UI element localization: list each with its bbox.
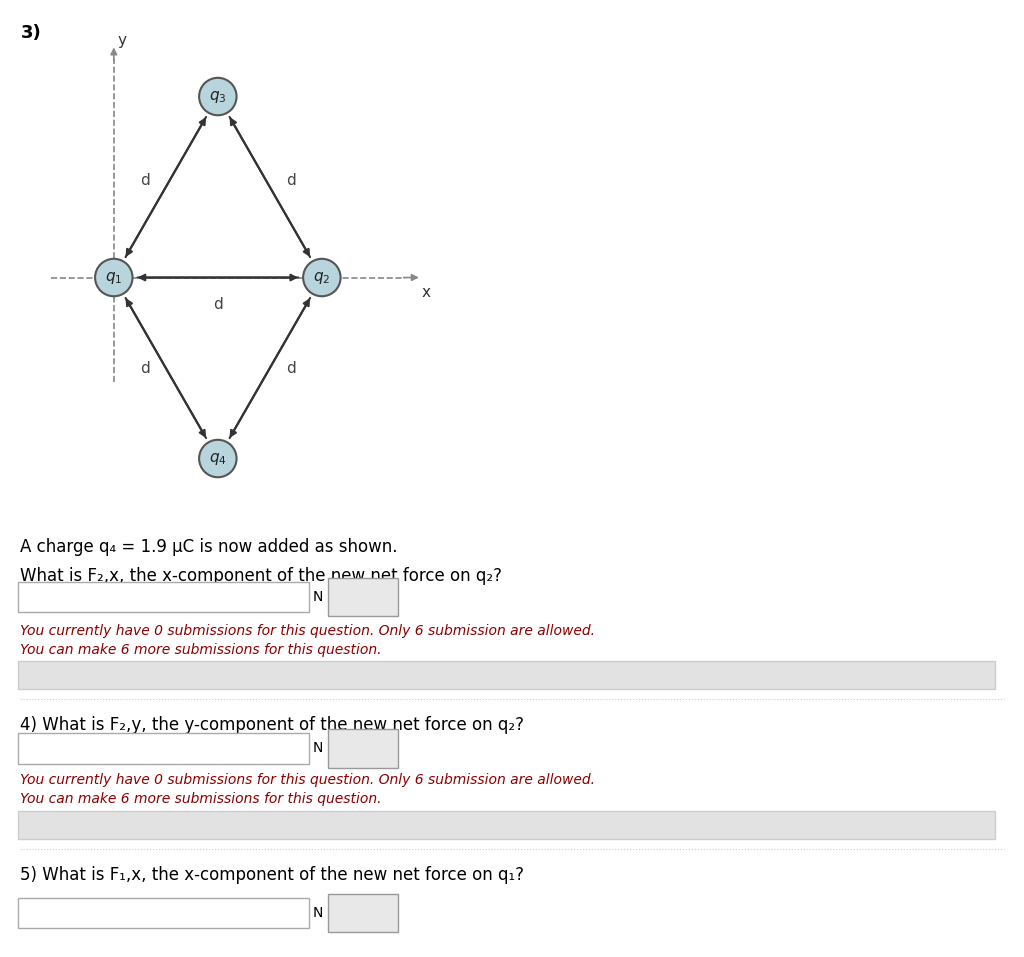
Text: 3): 3) [20,24,41,42]
Circle shape [199,440,237,478]
Text: d: d [286,361,296,375]
Text: You can make 6 more submissions for this question.: You can make 6 more submissions for this… [20,792,382,807]
FancyBboxPatch shape [18,733,309,764]
FancyBboxPatch shape [328,894,398,932]
FancyBboxPatch shape [18,812,995,838]
Text: +: + [971,817,983,833]
Text: A charge q₄ = 1.9 μC is now added as shown.: A charge q₄ = 1.9 μC is now added as sho… [20,538,398,556]
Text: d: d [213,297,222,312]
Text: +: + [971,667,983,682]
Text: $q_1$: $q_1$ [105,270,123,285]
Text: N: N [312,590,323,604]
Text: What is F₂,x, the x-component of the new net force on q₂?: What is F₂,x, the x-component of the new… [20,567,503,585]
Text: Submit: Submit [338,906,388,920]
Circle shape [303,258,341,297]
Text: y: y [118,33,127,48]
Text: x: x [422,284,430,300]
Text: N: N [312,906,323,920]
Text: You can make 6 more submissions for this question.: You can make 6 more submissions for this… [20,643,382,657]
Text: d: d [286,173,296,189]
Circle shape [95,258,132,297]
FancyBboxPatch shape [328,578,398,616]
Text: Submit: Submit [338,742,388,755]
Text: 5) What is F₁,x, the x-component of the new net force on q₁?: 5) What is F₁,x, the x-component of the … [20,866,524,884]
FancyBboxPatch shape [18,582,309,612]
Text: $q_2$: $q_2$ [313,270,331,285]
Text: $q_3$: $q_3$ [209,89,226,104]
Text: d: d [140,361,150,375]
Text: $q_4$: $q_4$ [209,451,226,466]
FancyBboxPatch shape [18,898,309,928]
Circle shape [199,78,237,115]
Text: You currently have 0 submissions for this question. Only 6 submission are allowe: You currently have 0 submissions for thi… [20,773,596,788]
Text: N: N [312,742,323,755]
Text: Submit: Submit [338,590,388,604]
FancyBboxPatch shape [18,660,995,689]
Text: You currently have 0 submissions for this question. Only 6 submission are allowe: You currently have 0 submissions for thi… [20,624,596,638]
Text: 4) What is F₂,y, the y-component of the new net force on q₂?: 4) What is F₂,y, the y-component of the … [20,716,524,734]
Text: d: d [140,173,150,189]
FancyBboxPatch shape [328,729,398,768]
